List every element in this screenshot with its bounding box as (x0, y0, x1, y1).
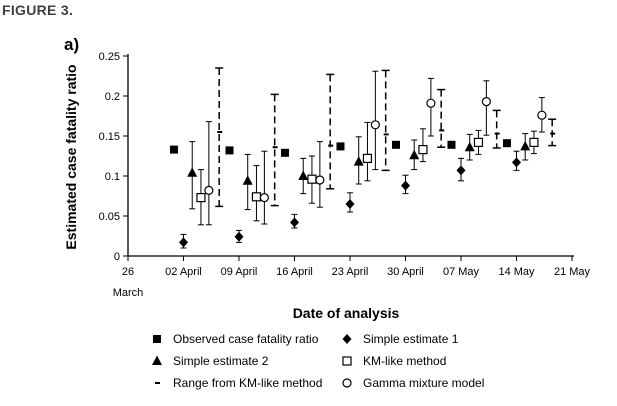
series-kmrange (215, 67, 557, 208)
x-tick-label: 07 May (443, 266, 480, 278)
simple2-point (298, 170, 309, 180)
series-observed (169, 139, 511, 157)
legend-marker-filled-square (153, 335, 161, 343)
km-point (307, 174, 317, 184)
gamma-point (315, 175, 325, 185)
legend-marker-filled-diamond (342, 334, 352, 344)
y-tick-label: 0.05 (99, 211, 120, 223)
km-point (362, 153, 373, 163)
simple1-point (290, 217, 299, 228)
observed-point (280, 148, 289, 157)
figure-label: FIGURE 3. (2, 2, 74, 18)
legend-label: Gamma mixture model (363, 376, 484, 390)
simple2-point (464, 141, 475, 152)
simple2-point (520, 140, 531, 151)
legend-label: Simple estimate 2 (173, 354, 269, 368)
km-point (473, 137, 484, 147)
series-simple1 (179, 150, 521, 249)
simple2-point (242, 175, 253, 185)
gamma-point (481, 96, 491, 107)
x-tick-label: 14 May (498, 266, 535, 278)
x-tick-label: 30 April (387, 266, 424, 278)
legend-label: Simple estimate 1 (363, 332, 459, 346)
series-gamma (204, 70, 547, 226)
gamma-point (370, 120, 380, 130)
x-tick-sublabel: March (113, 287, 144, 299)
legend-label: Range from KM-like method (173, 376, 322, 390)
legend-marker-filled-triangle (152, 355, 162, 365)
gamma-point (537, 110, 547, 120)
legend-label: KM-like method (363, 354, 446, 368)
legend-marker-open-square (342, 356, 352, 366)
observed-point (225, 146, 234, 155)
simple1-point (345, 199, 355, 209)
km-point (251, 192, 262, 202)
series-simple2 (187, 133, 531, 211)
x-tick-label: 02 April (165, 266, 202, 278)
observed-point (336, 142, 345, 151)
marks-group (169, 67, 557, 249)
gamma-point (259, 193, 269, 203)
y-axis-title: Estimated case fatality ratio (63, 64, 79, 249)
series-km (196, 121, 539, 226)
y-tick-label: 0 (114, 251, 120, 263)
x-axis-title: Date of analysis (293, 305, 400, 321)
x-tick-label: 09 April (221, 266, 258, 278)
simple1-point (234, 231, 244, 242)
simple1-point (401, 180, 410, 191)
km-point (529, 137, 539, 147)
y-tick-label: 0.25 (99, 51, 120, 63)
gamma-point (426, 98, 436, 108)
legend-label: Observed case fatality ratio (173, 332, 319, 346)
observed-point (169, 145, 178, 154)
panel-label: a) (64, 35, 79, 54)
x-tick-label: 16 April (276, 266, 313, 278)
simple1-point (512, 157, 521, 168)
y-tick-label: 0.2 (105, 91, 120, 103)
simple2-point (409, 149, 420, 160)
km-point (418, 145, 428, 155)
observed-point (502, 139, 511, 148)
gamma-point (204, 185, 214, 195)
axes-group: 0 0.05 0.1 0.15 0.2 0.25 26 02 April 09 April 16 … (99, 51, 591, 299)
simple2-point (187, 167, 198, 177)
simple1-point (456, 165, 466, 176)
x-tick-label: 23 April (332, 266, 369, 278)
x-tick-label: 21 May (554, 266, 591, 278)
observed-point (447, 140, 456, 149)
y-tick-label: 0.1 (105, 171, 120, 183)
observed-point (391, 140, 400, 149)
y-tick-label: 0.15 (99, 131, 120, 143)
km-point (196, 193, 206, 203)
simple1-point (179, 237, 188, 248)
simple2-point (353, 156, 364, 166)
x-tick-label: 26 (122, 266, 134, 278)
legend-marker-open-circle (342, 378, 352, 388)
legend: Observed case fatality ratio Simple estim… (152, 332, 484, 390)
